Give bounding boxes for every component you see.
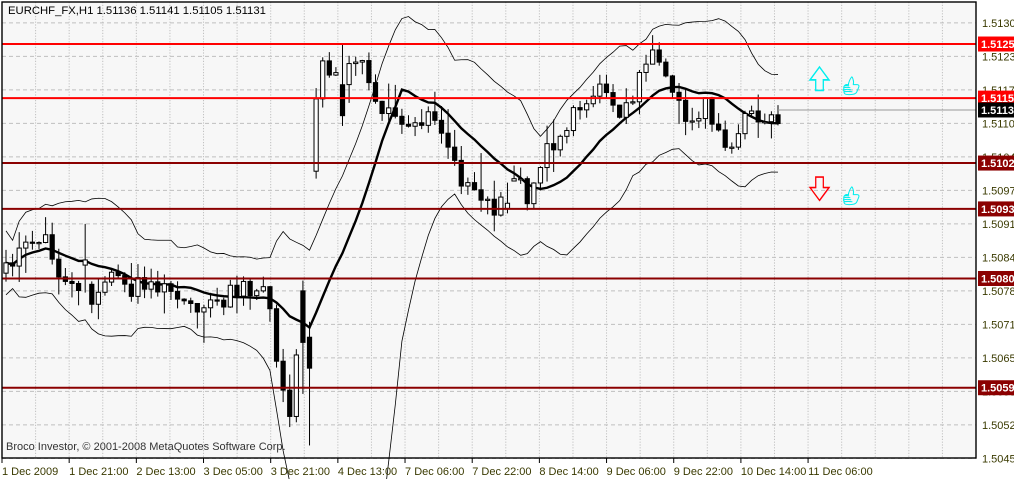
svg-text:3 Dec 21:00: 3 Dec 21:00 <box>271 466 330 478</box>
svg-text:7 Dec 22:00: 7 Dec 22:00 <box>472 466 531 478</box>
svg-text:1.51235: 1.51235 <box>982 51 1014 63</box>
svg-text:1.51300: 1.51300 <box>982 18 1014 30</box>
svg-text:1.50939: 1.50939 <box>981 204 1014 216</box>
svg-text:1 Dec 21:00: 1 Dec 21:00 <box>69 466 128 478</box>
svg-text:1.50910: 1.50910 <box>982 219 1014 231</box>
svg-text:1.50975: 1.50975 <box>982 185 1014 197</box>
svg-text:7 Dec 06:00: 7 Dec 06:00 <box>405 466 464 478</box>
svg-text:1.50455: 1.50455 <box>982 453 1014 465</box>
svg-text:1.50520: 1.50520 <box>982 420 1014 432</box>
svg-text:1.50592: 1.50592 <box>981 383 1014 395</box>
svg-text:3 Dec 05:00: 3 Dec 05:00 <box>204 466 263 478</box>
svg-text:1.50804: 1.50804 <box>981 273 1014 285</box>
svg-text:11 Dec 06:00: 11 Dec 06:00 <box>808 466 873 478</box>
svg-text:9 Dec 06:00: 9 Dec 06:00 <box>607 466 666 478</box>
svg-text:1.51131: 1.51131 <box>981 105 1014 117</box>
svg-text:1.51259: 1.51259 <box>981 39 1014 51</box>
svg-text:1.51028: 1.51028 <box>981 158 1014 170</box>
svg-text:4 Dec 13:00: 4 Dec 13:00 <box>338 466 397 478</box>
svg-text:1.50845: 1.50845 <box>982 252 1014 264</box>
svg-text:1.50715: 1.50715 <box>982 319 1014 331</box>
svg-text:9 Dec 22:00: 9 Dec 22:00 <box>674 466 733 478</box>
svg-text:Broco Investor, © 2001-2008 Me: Broco Investor, © 2001-2008 MetaQuotes S… <box>6 441 286 453</box>
svg-text:1.51105: 1.51105 <box>982 118 1014 130</box>
svg-text:8 Dec 14:00: 8 Dec 14:00 <box>539 466 598 478</box>
svg-text:1.50650: 1.50650 <box>982 353 1014 365</box>
svg-text:10 Dec 14:00: 10 Dec 14:00 <box>741 466 806 478</box>
svg-text:2 Dec 13:00: 2 Dec 13:00 <box>136 466 195 478</box>
svg-text:EURCHF_FX,H1 1.51136 1.5114: EURCHF_FX,H1 1.51136 1.51141 1.51105 1.5… <box>8 5 266 17</box>
svg-text:1 Dec 2009: 1 Dec 2009 <box>2 466 58 478</box>
svg-text:1.50780: 1.50780 <box>982 286 1014 298</box>
